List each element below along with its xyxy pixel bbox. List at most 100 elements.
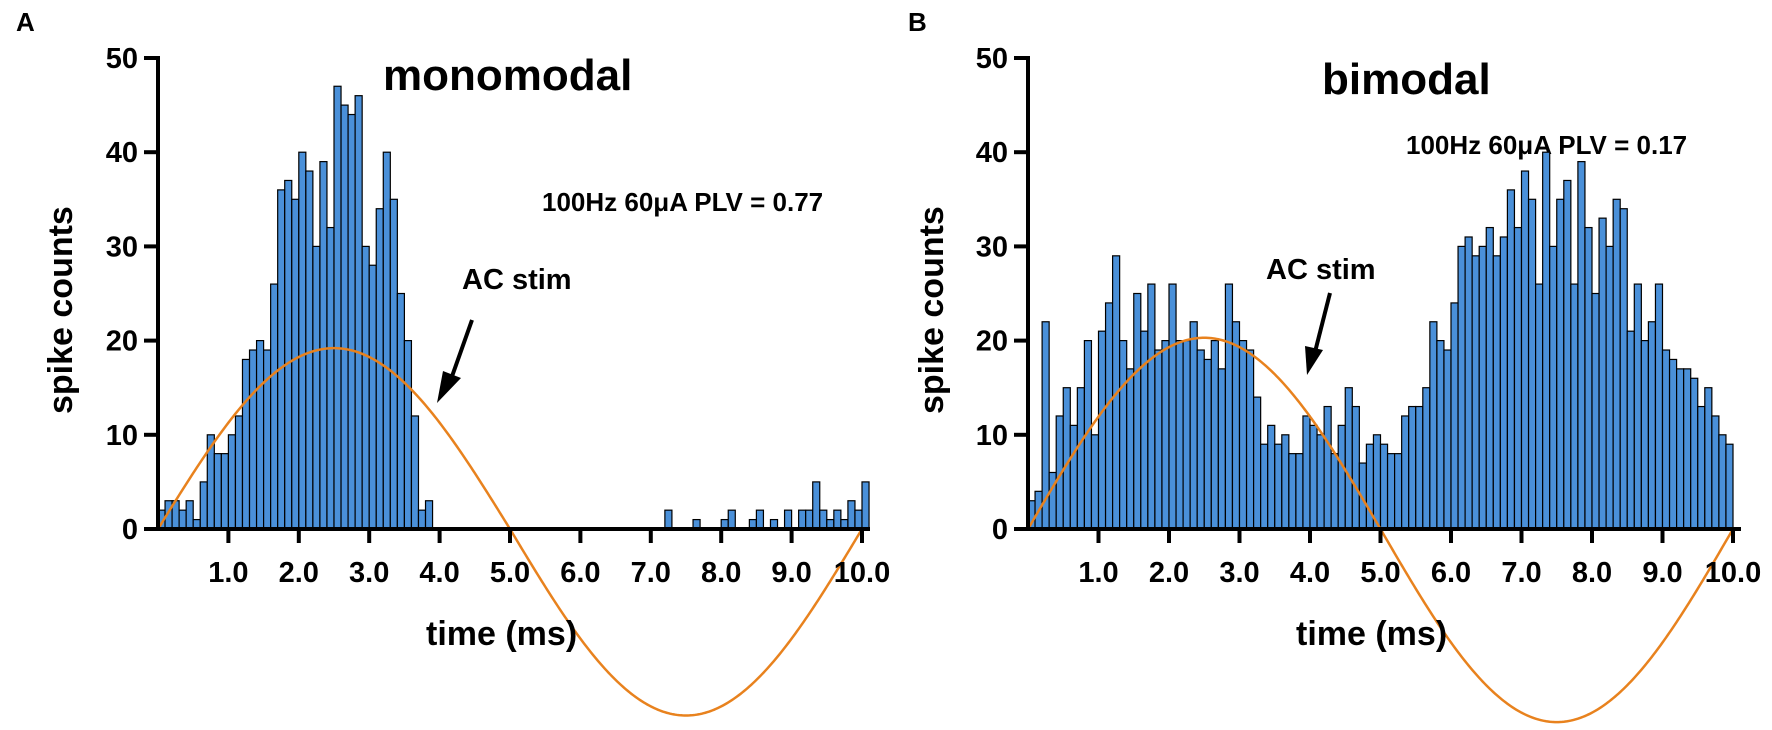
panel-a-bar (664, 509, 673, 530)
panel-b-bar (1161, 340, 1170, 530)
panel-a-bar (417, 509, 427, 530)
panel-b-bar (1542, 151, 1551, 530)
panel-a-y-tick-label: 30 (106, 231, 138, 263)
panel-b-bar (1196, 349, 1205, 530)
panel-b-bar (1704, 387, 1713, 530)
panel-b-bar (1281, 434, 1290, 530)
panel-b-x-tick-label: 10.0 (1705, 557, 1761, 589)
panel-b-x-tick-label: 5.0 (1360, 557, 1400, 589)
panel-a-bar (727, 509, 736, 530)
panel-b-bar (1506, 189, 1516, 530)
panel-a-plv-annotation: 100Hz 60μA PLV = 0.77 (542, 187, 823, 217)
panel-b-bar (1189, 321, 1198, 530)
panel-b-bar (1217, 368, 1226, 530)
panel-a-bar (340, 104, 349, 530)
panel-b-bar (1401, 415, 1410, 530)
panel-a-bar (241, 358, 251, 530)
panel-b-bar (1570, 283, 1579, 530)
panel-b-bar (1351, 405, 1360, 530)
panel-b-bar (1330, 453, 1339, 530)
panel-a-x-tick-label: 7.0 (631, 557, 671, 589)
panel-b-bar (1238, 340, 1248, 530)
panel-b-bar (1661, 349, 1671, 530)
panel-b-y-tick-label: 40 (976, 137, 1008, 169)
panel-a-y-tick-label: 10 (106, 420, 138, 452)
panel-b-bar (1711, 415, 1720, 530)
panel-a-bar (819, 509, 828, 530)
panel-a-bar (424, 500, 434, 530)
panel-a-bar (270, 283, 279, 530)
panel-b-x-tick-label: 4.0 (1290, 557, 1330, 589)
panel-b-bar (1436, 340, 1445, 530)
panel-b-bar (1612, 198, 1621, 530)
panel-b-bar (1245, 349, 1255, 530)
panel-b-title: bimodal (1322, 55, 1491, 104)
panel-a-x-tick-label: 10.0 (834, 557, 890, 589)
panel-b-bar (1337, 424, 1346, 530)
panel-b-bar (1274, 443, 1283, 530)
panel-b-y-tick-label: 50 (976, 43, 1008, 75)
panel-b-bar (1577, 161, 1586, 530)
panel-b-bar (1605, 245, 1614, 530)
panel-b-bar (1302, 415, 1311, 530)
panel-b-y-ticks: 0 10 20 30 40 50 (976, 43, 1028, 546)
panel-a-bar (833, 509, 842, 530)
panel-a-bar (178, 509, 187, 530)
panel-b-stim-label: AC stim (1266, 254, 1376, 286)
panel-a-y-tick-label: 20 (106, 326, 138, 358)
panel-b-bar (1499, 236, 1508, 530)
panel-b-bar (1718, 434, 1727, 530)
panel-a-arrow-head (437, 371, 461, 403)
panel-a-x-ticks: 1.0 2.0 3.0 4.0 5.0 6.0 7.0 8.0 9.0 10.0 (208, 529, 890, 589)
panel-b-bar (1725, 443, 1734, 530)
panel-b-bar (1097, 330, 1107, 530)
panel-a-bar (277, 189, 286, 530)
panel-a: A monomodal 100Hz 60μA PLV = 0.77 AC sti… (16, 7, 890, 717)
panel-b-bar (1492, 255, 1501, 530)
panel-a-bar (220, 453, 230, 530)
panel-b-bar (1697, 405, 1706, 530)
panel-a-y-tick-label: 50 (106, 43, 138, 75)
panel-a-bar (410, 415, 420, 530)
panel-b-bar (1295, 453, 1304, 530)
panel-b-letter: B (908, 7, 927, 37)
panel-b-bar (1126, 368, 1135, 530)
panel-a-bar (755, 509, 765, 530)
panel-b-arrow-shaft (1313, 292, 1332, 353)
panel-b-y-axis-title: spike counts (913, 206, 951, 414)
panel-b-bar (1267, 424, 1276, 530)
panel-b-bar (1182, 340, 1191, 530)
panel-a-bar (368, 264, 377, 530)
panel-b-bar (1288, 453, 1297, 530)
panel-b-bar (1224, 283, 1234, 530)
panel-b-bar (1683, 368, 1692, 530)
panel-b-bar (1422, 387, 1431, 530)
panel-b-y-tick-label: 0 (992, 514, 1008, 546)
panel-a-arrow-shaft (448, 319, 474, 383)
panel-a-y-tick-label: 0 (122, 514, 138, 546)
panel-a-bar (333, 85, 342, 530)
panel-a-bar (854, 509, 863, 530)
panel-b-bar (1513, 226, 1523, 530)
panel-b-bar (1450, 302, 1459, 530)
panel-a-y-axis-title: spike counts (42, 206, 80, 414)
panel-b-x-axis-title: time (ms) (1296, 615, 1447, 653)
panel-a-bar (375, 208, 384, 530)
panel-a-bar (805, 509, 814, 530)
panel-a-bar (847, 500, 856, 530)
panel-a-bar (861, 481, 870, 530)
panel-b-bar (1231, 321, 1241, 530)
panel-a-x-tick-label: 6.0 (560, 557, 600, 589)
panel-a-bar (347, 113, 356, 530)
panel-b-x-tick-label: 3.0 (1219, 557, 1259, 589)
panel-a-bar (396, 292, 405, 530)
panel-b-bar (1076, 387, 1085, 530)
panel-a-bar (312, 245, 321, 530)
panel-b-bar (1203, 358, 1212, 530)
panel-b-x-tick-label: 2.0 (1149, 557, 1189, 589)
panel-b-bar (1647, 321, 1657, 530)
panel-b-bar (1591, 292, 1600, 530)
panel-b-bar (1675, 368, 1685, 530)
panel-b-bar (1527, 198, 1537, 530)
panel-b-bar (1323, 405, 1332, 530)
